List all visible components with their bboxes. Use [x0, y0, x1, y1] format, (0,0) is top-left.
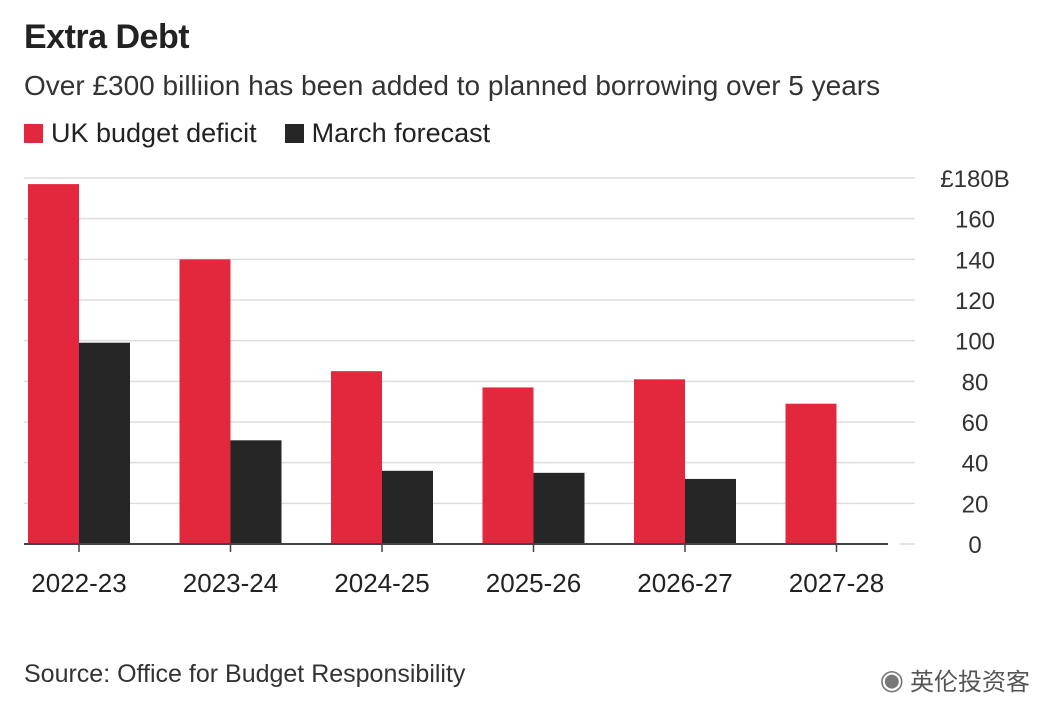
legend-label-forecast: March forecast: [311, 118, 491, 148]
x-tick-label: 2022-23: [31, 568, 126, 598]
watermark-text: 英伦投资客: [910, 669, 1030, 696]
y-tick-label: 120: [955, 288, 995, 315]
legend-label-deficit: UK budget deficit: [51, 118, 257, 148]
legend-swatch-forecast: [284, 124, 304, 143]
bar: [634, 379, 685, 544]
y-tick-label: 80: [962, 369, 989, 396]
bar: [382, 470, 433, 544]
bar: [79, 342, 130, 544]
bar: [28, 184, 79, 544]
chart-subtitle: Over £300 billiion has been added to pla…: [24, 70, 881, 101]
y-tick-label: 20: [962, 491, 989, 518]
chart-title: Extra Debt: [24, 18, 190, 56]
bar: [685, 478, 736, 544]
y-tick-label: 140: [955, 247, 995, 274]
bar: [331, 371, 382, 544]
y-tick-label: 60: [962, 410, 989, 437]
x-tick-label: 2027-28: [789, 568, 884, 598]
y-tick-label: 100: [955, 329, 995, 356]
y-tick-label: 0: [968, 532, 981, 559]
y-tick-label: 160: [955, 207, 995, 234]
x-tick-label: 2023-24: [183, 568, 278, 598]
wechat-icon: ◉: [879, 664, 904, 695]
bar-chart: 0 20 40 60 80 100 120 140 160 £180B 2022-23 2023-24…: [24, 166, 1010, 598]
bar: [533, 472, 585, 544]
legend-item-forecast: March forecast: [284, 118, 491, 149]
legend-item-deficit: UK budget deficit: [24, 118, 257, 149]
legend: UK budget deficit March forecast: [24, 118, 518, 149]
x-tick-label: 2025-26: [486, 568, 581, 598]
watermark: ◉ 英伦投资客: [880, 662, 1030, 697]
bar: [179, 259, 231, 544]
legend-swatch-deficit: [24, 124, 43, 143]
source-note: Source: Office for Budget Responsibility: [24, 660, 466, 688]
x-tick-label: 2026-27: [637, 568, 732, 598]
bar: [785, 403, 837, 544]
y-tick-label: 40: [962, 451, 989, 478]
y-tick-label: £180B: [940, 166, 1009, 193]
bar: [230, 440, 282, 544]
x-tick-label: 2024-25: [334, 568, 429, 598]
bar: [482, 387, 534, 544]
